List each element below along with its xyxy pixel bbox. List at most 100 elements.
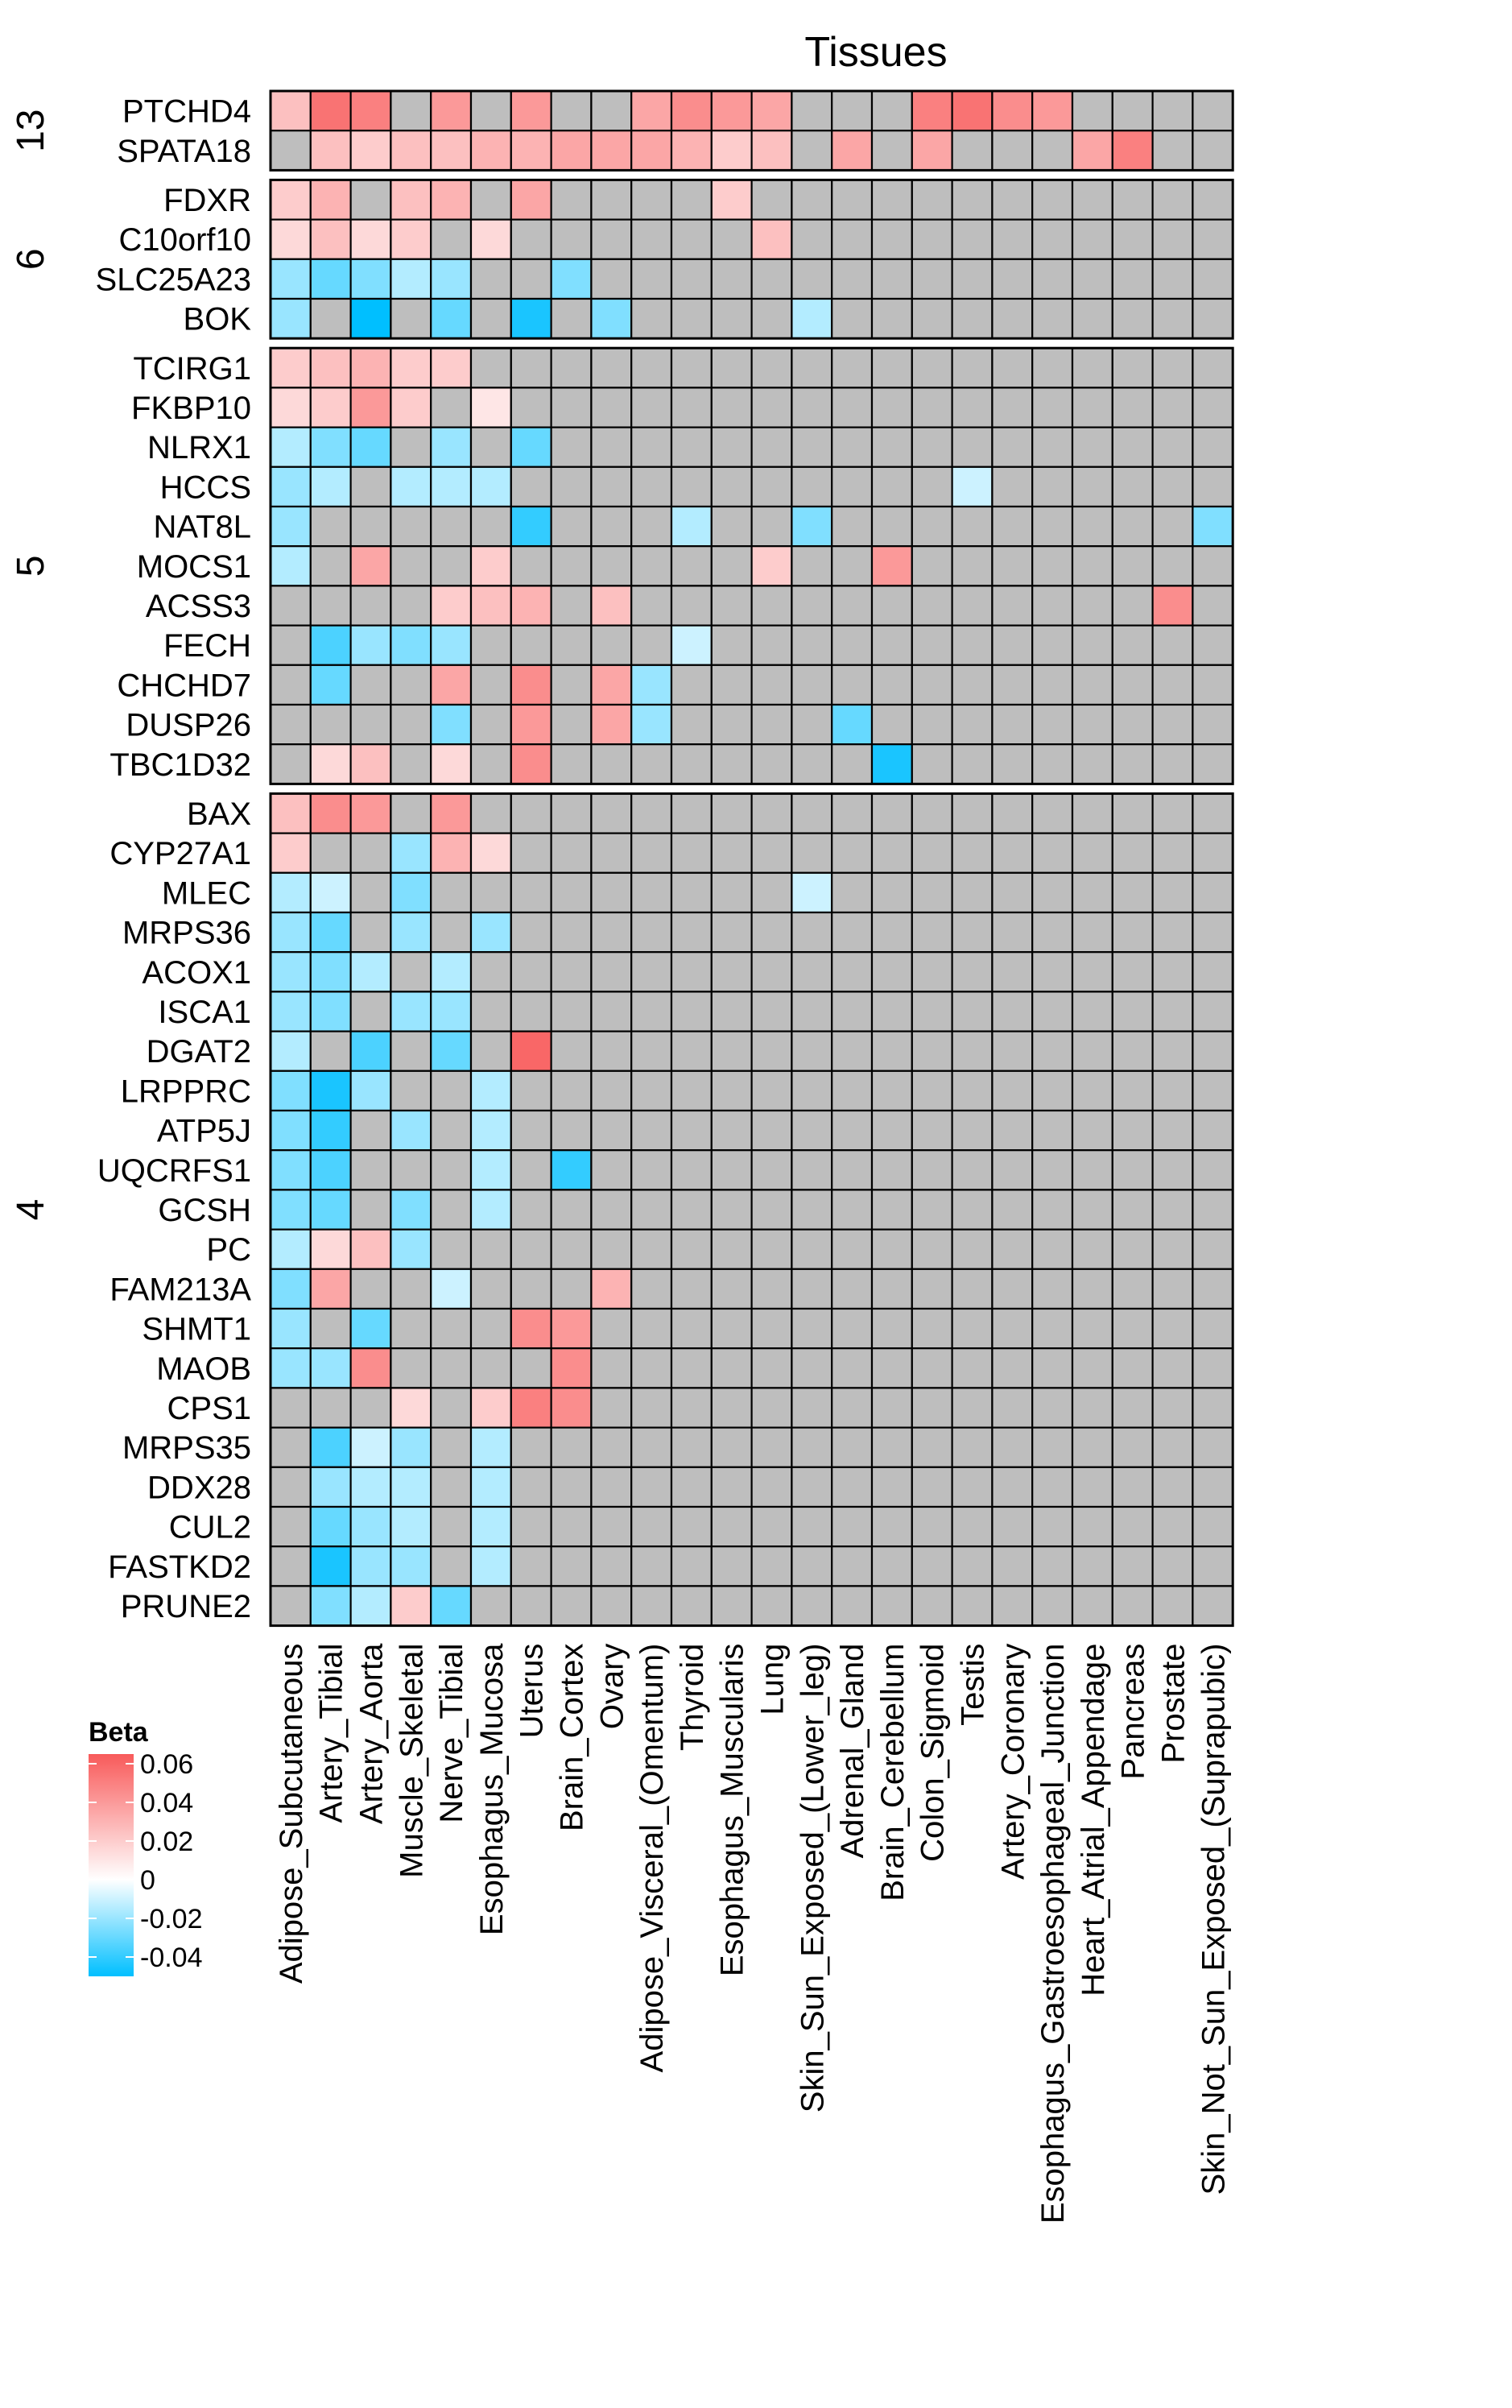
column-label: Esophagus_Gastroesophageal_Junction bbox=[1035, 1644, 1071, 2224]
heatmap-cell bbox=[750, 1149, 793, 1191]
heatmap-cell bbox=[911, 1189, 953, 1231]
heatmap-cell bbox=[510, 465, 552, 508]
heatmap-cell bbox=[710, 624, 753, 666]
heatmap-cell bbox=[630, 130, 673, 172]
heatmap-cell bbox=[831, 465, 874, 508]
heatmap-cell bbox=[430, 1347, 473, 1389]
heatmap-cell bbox=[911, 911, 953, 954]
heatmap-cell bbox=[469, 426, 512, 468]
heatmap-cell bbox=[1192, 426, 1234, 468]
heatmap-cell bbox=[469, 1070, 512, 1112]
heatmap-cell bbox=[1151, 258, 1194, 300]
heatmap-cell bbox=[870, 347, 913, 389]
panel-group-6 bbox=[269, 178, 1234, 340]
row-label: PRUNE2 bbox=[121, 1589, 251, 1624]
heatmap-cell bbox=[710, 1426, 753, 1468]
heatmap-cell bbox=[590, 1268, 633, 1310]
heatmap-cell bbox=[590, 1030, 633, 1072]
row-label: TBC1D32 bbox=[109, 747, 251, 783]
column-label: Prostate bbox=[1156, 1644, 1192, 1764]
heatmap-cell bbox=[309, 218, 352, 260]
row-label: C10orf10 bbox=[118, 222, 251, 258]
heatmap-cell bbox=[991, 347, 1034, 389]
heatmap-cell bbox=[991, 871, 1034, 914]
heatmap-cell bbox=[630, 832, 673, 874]
heatmap-cell bbox=[630, 218, 673, 260]
heatmap-cell bbox=[349, 1109, 392, 1152]
heatmap-cell bbox=[911, 1030, 953, 1072]
heatmap-cell bbox=[309, 624, 352, 666]
heatmap-cell bbox=[1031, 426, 1074, 468]
heatmap-cell bbox=[309, 1228, 352, 1270]
heatmap-cell bbox=[791, 871, 833, 914]
heatmap-cell bbox=[1071, 1347, 1113, 1389]
heatmap-cell bbox=[991, 1149, 1034, 1191]
heatmap-cell bbox=[710, 258, 753, 300]
heatmap-cell bbox=[469, 130, 512, 172]
heatmap-cell bbox=[1111, 1109, 1154, 1152]
heatmap-cell bbox=[1192, 505, 1234, 548]
heatmap-cell bbox=[791, 585, 833, 627]
heatmap-cell bbox=[269, 1189, 312, 1231]
heatmap-cell bbox=[1031, 1149, 1074, 1191]
heatmap-cell bbox=[430, 792, 473, 834]
heatmap-cell bbox=[430, 585, 473, 627]
heatmap-cell bbox=[1111, 297, 1154, 340]
heatmap-cell bbox=[430, 1268, 473, 1310]
heatmap-cell bbox=[309, 387, 352, 428]
heatmap-cell bbox=[390, 1070, 432, 1112]
heatmap-cell bbox=[1031, 130, 1074, 172]
heatmap-cell bbox=[469, 792, 512, 834]
heatmap-cell bbox=[1031, 871, 1074, 914]
heatmap-cell bbox=[991, 1466, 1034, 1508]
heatmap-cell bbox=[1031, 545, 1074, 587]
heatmap-cell bbox=[349, 1149, 392, 1191]
heatmap-cell bbox=[1192, 347, 1234, 389]
heatmap-cell bbox=[349, 297, 392, 340]
heatmap-cell bbox=[590, 505, 633, 548]
heatmap-cell bbox=[1192, 1466, 1234, 1508]
heatmap-cell bbox=[870, 1466, 913, 1508]
heatmap-cell bbox=[1071, 664, 1113, 706]
heatmap-cell bbox=[991, 1030, 1034, 1072]
heatmap-cell bbox=[309, 1347, 352, 1389]
heatmap-cell bbox=[269, 179, 312, 221]
heatmap-cell bbox=[590, 1149, 633, 1191]
heatmap-cell bbox=[1071, 792, 1113, 834]
heatmap-cell bbox=[309, 1545, 352, 1587]
heatmap-cell bbox=[750, 218, 793, 260]
row-label: NLRX1 bbox=[147, 430, 251, 465]
heatmap-cell bbox=[390, 89, 432, 132]
heatmap-cell bbox=[670, 832, 713, 874]
heatmap-cell bbox=[390, 297, 432, 340]
heatmap-cell bbox=[1031, 505, 1074, 548]
heatmap-cell bbox=[309, 1585, 352, 1627]
heatmap-cell bbox=[550, 792, 593, 834]
heatmap-cell bbox=[349, 1545, 392, 1587]
heatmap-cell bbox=[309, 1387, 352, 1429]
column-label: Uterus bbox=[514, 1644, 550, 1739]
heatmap-cell bbox=[469, 585, 512, 627]
heatmap-cell bbox=[550, 1149, 593, 1191]
heatmap-cell bbox=[870, 1585, 913, 1627]
heatmap-cell bbox=[1071, 911, 1113, 954]
heatmap-cell bbox=[430, 1545, 473, 1587]
heatmap-cell bbox=[550, 1268, 593, 1310]
heatmap-cell bbox=[550, 465, 593, 508]
heatmap-cell bbox=[390, 387, 432, 428]
heatmap-cell bbox=[831, 218, 874, 260]
heatmap-cell bbox=[991, 1070, 1034, 1112]
heatmap-cell bbox=[670, 465, 713, 508]
heatmap-cell bbox=[791, 347, 833, 389]
heatmap-cell bbox=[1111, 792, 1154, 834]
heatmap-cell bbox=[870, 1347, 913, 1389]
heatmap-cell bbox=[349, 130, 392, 172]
heatmap-cell bbox=[670, 951, 713, 993]
heatmap-cell bbox=[750, 387, 793, 428]
heatmap-cell bbox=[550, 258, 593, 300]
heatmap-cell bbox=[1151, 743, 1194, 785]
heatmap-cell bbox=[750, 1030, 793, 1072]
heatmap-cell bbox=[309, 545, 352, 587]
heatmap-cell bbox=[1111, 911, 1154, 954]
heatmap-cell bbox=[831, 545, 874, 587]
